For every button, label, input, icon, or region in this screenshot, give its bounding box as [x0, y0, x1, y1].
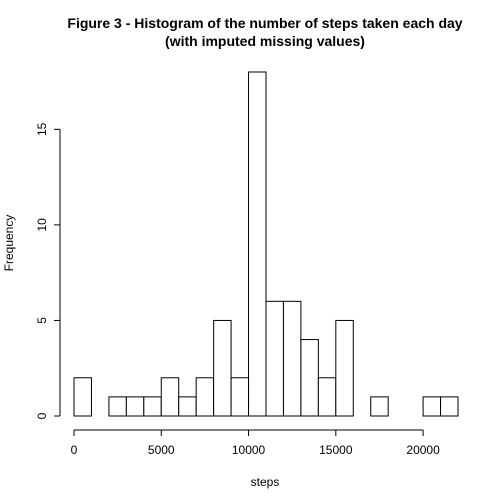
x-axis: 0 5000 10000 15000 20000 [71, 429, 440, 457]
histogram-bar [230, 377, 250, 417]
histogram-bar [213, 319, 232, 417]
x-tick-label: 15000 [319, 443, 353, 457]
x-tick-label: 10000 [232, 443, 266, 457]
x-tick-label: 0 [71, 443, 78, 457]
histogram-bar [300, 339, 319, 417]
histogram-bar [125, 396, 145, 417]
y-tick-label: 10 [35, 218, 49, 232]
histogram-bar [265, 300, 284, 417]
histogram-bar [108, 396, 127, 417]
chart-title-line-2: (with imputed missing values) [165, 33, 365, 49]
histogram-bar [370, 396, 389, 417]
histogram-bar [160, 377, 180, 417]
histogram-bar [422, 396, 442, 417]
y-axis: 0 5 10 15 [35, 122, 61, 419]
histogram-bar [440, 396, 459, 417]
x-tick-label: 5000 [148, 443, 175, 457]
y-tick-label: 5 [35, 317, 49, 324]
histogram-bar [335, 319, 354, 417]
chart-title-line-1: Figure 3 - Histogram of the number of st… [67, 15, 462, 31]
histogram-bar [143, 396, 162, 417]
x-axis-label: steps [251, 475, 280, 489]
y-tick-label: 0 [35, 412, 49, 419]
bars-group [73, 71, 459, 417]
x-tick-label: 20000 [406, 443, 440, 457]
histogram-bar [195, 377, 215, 417]
histogram-bar [178, 396, 197, 417]
histogram-bar [317, 377, 337, 417]
histogram-bar [248, 71, 267, 417]
histogram-bar [282, 300, 302, 417]
y-tick-label: 15 [35, 122, 49, 136]
y-axis-label: Frequency [2, 215, 16, 272]
histogram-bar [73, 377, 92, 417]
